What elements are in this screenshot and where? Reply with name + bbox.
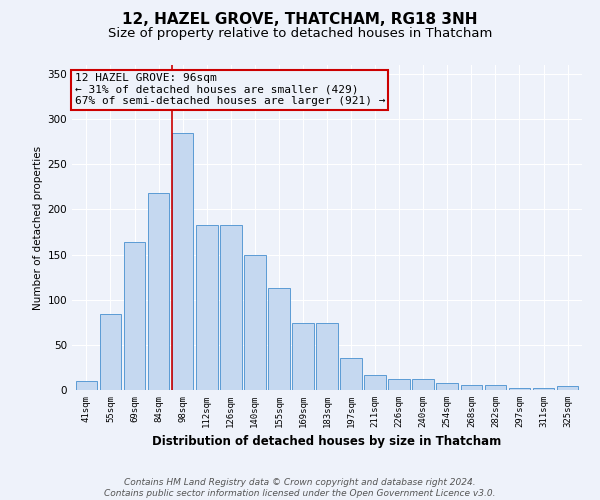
Bar [148,193,169,390]
Bar [124,242,145,390]
Bar [412,379,434,390]
Bar [172,132,193,390]
Bar [220,225,242,390]
Bar [364,374,386,390]
Bar [340,358,362,390]
Y-axis label: Number of detached properties: Number of detached properties [33,146,43,310]
Bar [196,225,218,390]
Bar [533,388,554,390]
Bar [461,386,482,390]
Bar [100,314,121,390]
Bar [244,256,266,390]
Bar [388,379,410,390]
Text: 12, HAZEL GROVE, THATCHAM, RG18 3NH: 12, HAZEL GROVE, THATCHAM, RG18 3NH [122,12,478,28]
Text: 12 HAZEL GROVE: 96sqm
← 31% of detached houses are smaller (429)
67% of semi-det: 12 HAZEL GROVE: 96sqm ← 31% of detached … [74,73,385,106]
Bar [268,288,290,390]
X-axis label: Distribution of detached houses by size in Thatcham: Distribution of detached houses by size … [152,436,502,448]
Text: Size of property relative to detached houses in Thatcham: Size of property relative to detached ho… [108,28,492,40]
Bar [485,386,506,390]
Bar [436,383,458,390]
Text: Contains HM Land Registry data © Crown copyright and database right 2024.
Contai: Contains HM Land Registry data © Crown c… [104,478,496,498]
Bar [316,323,338,390]
Bar [292,323,314,390]
Bar [557,386,578,390]
Bar [76,381,97,390]
Bar [509,388,530,390]
